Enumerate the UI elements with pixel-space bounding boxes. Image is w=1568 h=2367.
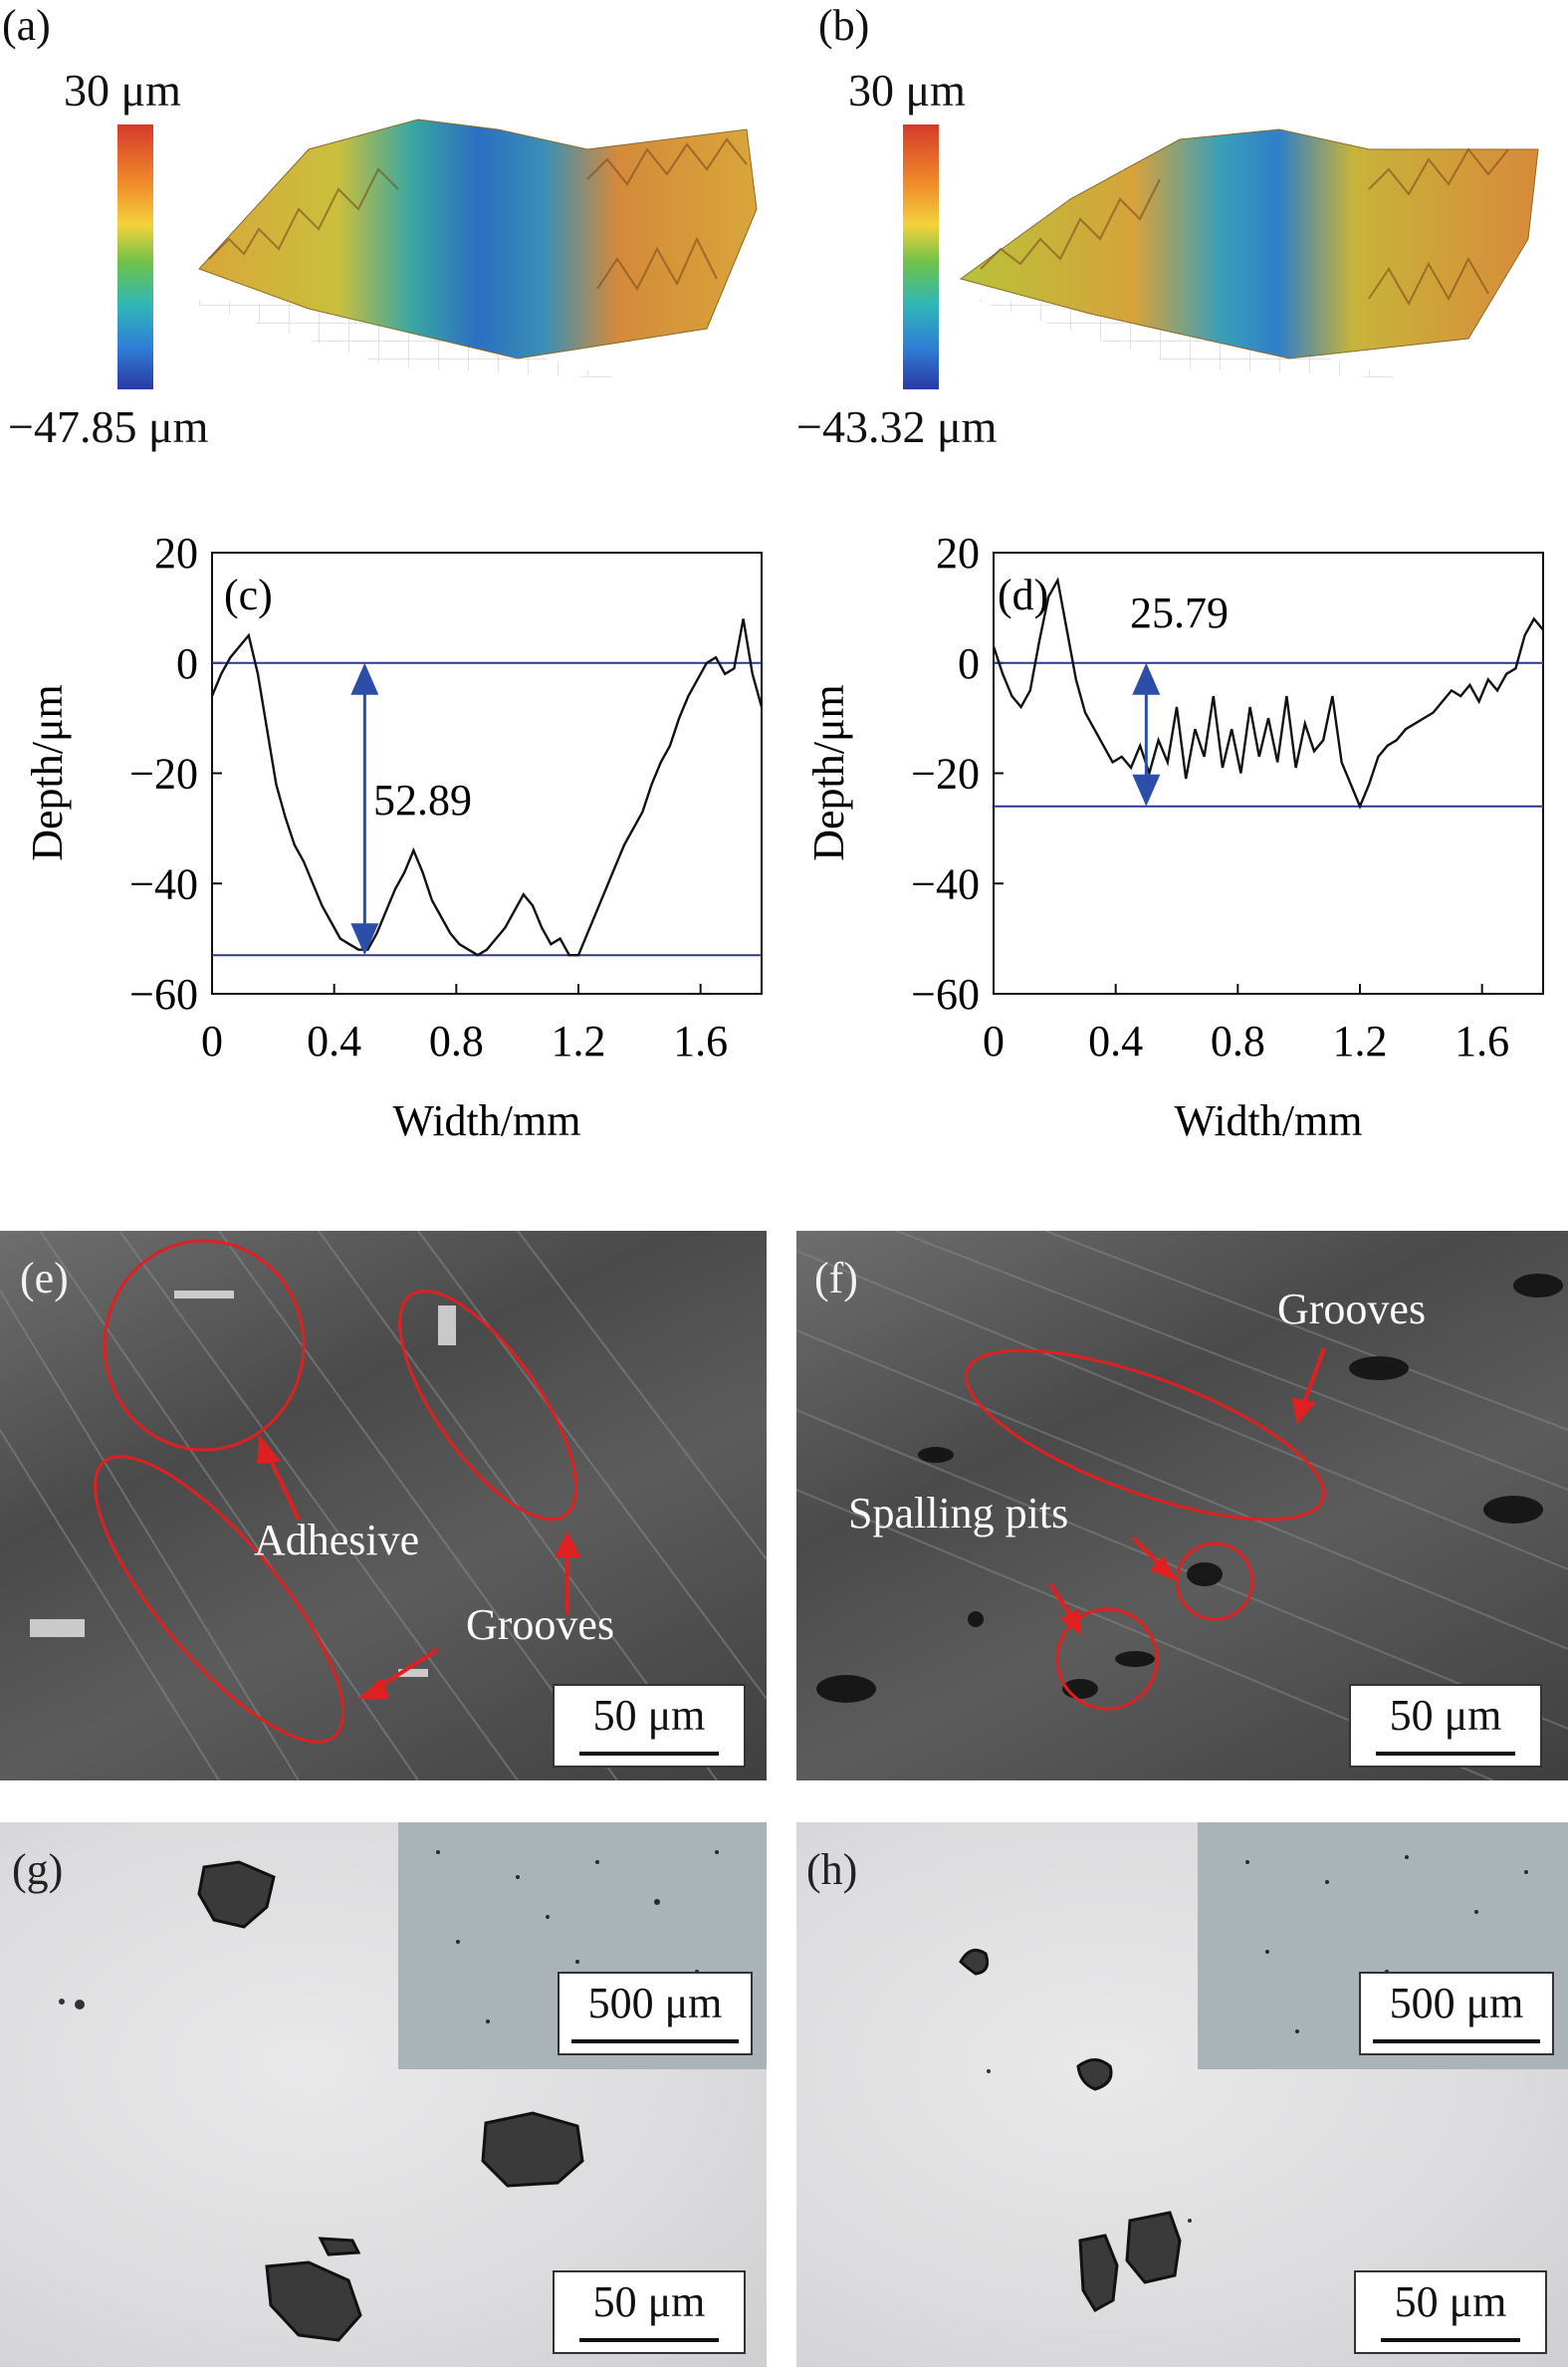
surface-grid-a (179, 299, 617, 378)
panel-label-h: (h) (806, 1845, 858, 1894)
panel-label-a: (a) (2, 1, 51, 50)
x-tick-label-d-1: 0.4 (1088, 1017, 1143, 1065)
debris-particles-g (59, 1860, 584, 2342)
panel-label-g: (g) (12, 1845, 64, 1894)
inset-image-g: 500 μm (398, 1822, 767, 2069)
y-tick-label-d-2: −20 (911, 750, 980, 799)
optical-image-h: 500 μm (h) 50 μm (796, 1822, 1568, 2367)
spalling-circle-f-1 (1175, 1541, 1254, 1621)
surface-mesh-a (198, 118, 758, 359)
scale-label-e: 50 μm (592, 1691, 706, 1740)
x-axis-label-d: Width/mm (1175, 1096, 1363, 1145)
depth-annotation-c: 52.89 (373, 776, 472, 825)
surface-3d-a (179, 118, 758, 378)
y-tick-label-d-4: −60 (911, 970, 980, 1019)
panel-label-f: (f) (814, 1254, 858, 1302)
sem-image-f: (f) Grooves Spalling pits 50 μm (796, 1231, 1568, 1780)
x-tick-label-d-3: 1.2 (1333, 1017, 1388, 1065)
x-tick-label-c-4: 1.6 (673, 1017, 728, 1065)
profile-line-d (992, 577, 1544, 810)
inset-scale-line-h (1373, 2039, 1540, 2043)
profile-chart-c: 20 0 −20 −40 −60 0 0.4 0.8 1.2 1.6 (c) 52.89 Wid… (23, 529, 764, 1145)
depth-arrow-head-bottom-d (1132, 774, 1161, 807)
x-axis-label-c: Width/mm (393, 1096, 581, 1145)
inset-image-h: 500 μm (1198, 1822, 1568, 2069)
y-tick-label-c-3: −40 (129, 859, 198, 908)
sem-image-e: (e) Adhesive Grooves 50 μm (0, 1231, 767, 1780)
scale-label-g: 50 μm (592, 2277, 706, 2326)
depth-arrow-head-bottom-c (350, 923, 379, 956)
spalling-circle-f-2 (1055, 1607, 1159, 1711)
scale-label-f: 50 μm (1389, 1691, 1502, 1740)
depth-arrow-head-top-d (1132, 662, 1161, 695)
scale-line-e (579, 1752, 719, 1756)
depth-arrow-head-top-c (350, 662, 379, 695)
surface-3d-b (959, 128, 1539, 378)
annotation-spalling-pits: Spalling pits (848, 1489, 1069, 1538)
y-tick-label-c-1: 0 (176, 639, 198, 688)
plot-frame-c (211, 552, 763, 995)
scale-bar-e: 50 μm (553, 1684, 746, 1768)
sem-texture-f (796, 1231, 1568, 1780)
y-tick-label-c-0: 20 (154, 529, 198, 578)
grooves-ellipse-e-1 (398, 1289, 577, 1522)
surface-texture-b (980, 147, 1509, 307)
panel-label-b: (b) (818, 1, 870, 50)
y-axis-label-d: Depth/μm (804, 684, 853, 861)
inset-scale-line-g (571, 2039, 739, 2043)
profile-chart-d: 20 0 −20 −40 −60 0 0.4 0.8 1.2 1.6 (d) 25.79 Wid… (804, 529, 1544, 1145)
scale-bar-f: 50 μm (1349, 1684, 1542, 1768)
y-axis-label-c: Depth/μm (23, 684, 72, 861)
inset-scale-bar-g: 500 μm (558, 1972, 753, 2055)
sem-texture-e (0, 1231, 767, 1780)
x-tick-label-d-4: 1.6 (1455, 1017, 1509, 1065)
colorbar-min-a: −47.85 μm (8, 401, 209, 452)
x-tick-label-c-0: 0 (201, 1017, 223, 1065)
inset-scale-label-h: 500 μm (1389, 1979, 1524, 2027)
x-tick-label-c-2: 0.8 (429, 1017, 484, 1065)
colorbar-a (117, 124, 153, 389)
profile-line-c (210, 618, 764, 957)
optical-image-g: 500 μm (g) 50 μm (0, 1822, 767, 2367)
plot-frame-d (993, 552, 1544, 995)
annotation-grooves-e: Grooves (466, 1600, 615, 1649)
y-tick-label-c-2: −20 (129, 750, 198, 799)
colorbar-min-b: −43.32 μm (796, 401, 998, 452)
inset-scale-label-g: 500 μm (587, 1979, 723, 2027)
annotation-grooves-f: Grooves (1277, 1285, 1427, 1333)
colorbar-max-b: 30 μm (848, 65, 966, 116)
x-tick-label-c-3: 1.2 (552, 1017, 606, 1065)
colorbar-b (903, 124, 939, 389)
grooves-ellipse-f (964, 1348, 1326, 1522)
surface-mesh-b (959, 128, 1539, 359)
scale-line-f (1376, 1752, 1515, 1756)
annotation-adhesive: Adhesive (254, 1516, 420, 1564)
adhesive-circle-e (103, 1239, 306, 1452)
x-tick-label-d-0: 0 (983, 1017, 1005, 1065)
panel-label-e: (e) (20, 1254, 69, 1302)
depth-annotation-d: 25.79 (1130, 589, 1229, 637)
scale-bar-g: 50 μm (553, 2270, 746, 2354)
y-tick-label-c-4: −60 (129, 970, 198, 1019)
x-tick-label-c-1: 0.4 (307, 1017, 361, 1065)
colorbar-max-a: 30 μm (64, 65, 181, 116)
scale-line-g (579, 2338, 719, 2342)
y-tick-label-d-3: −40 (911, 859, 980, 908)
x-tick-label-d-2: 0.8 (1211, 1017, 1265, 1065)
panel-label-c: (c) (224, 571, 273, 619)
scale-bar-h: 50 μm (1354, 2270, 1547, 2354)
surface-texture-a (208, 137, 748, 291)
grooves-ellipse-e-2 (94, 1455, 344, 1744)
scale-label-h: 50 μm (1394, 2277, 1507, 2326)
debris-particles-h (959, 1948, 1192, 2313)
inset-scale-bar-h: 500 μm (1359, 1972, 1554, 2055)
y-tick-label-d-0: 20 (936, 529, 980, 578)
scale-line-h (1381, 2338, 1520, 2342)
y-tick-label-d-1: 0 (958, 639, 980, 688)
panel-label-d: (d) (998, 571, 1048, 619)
